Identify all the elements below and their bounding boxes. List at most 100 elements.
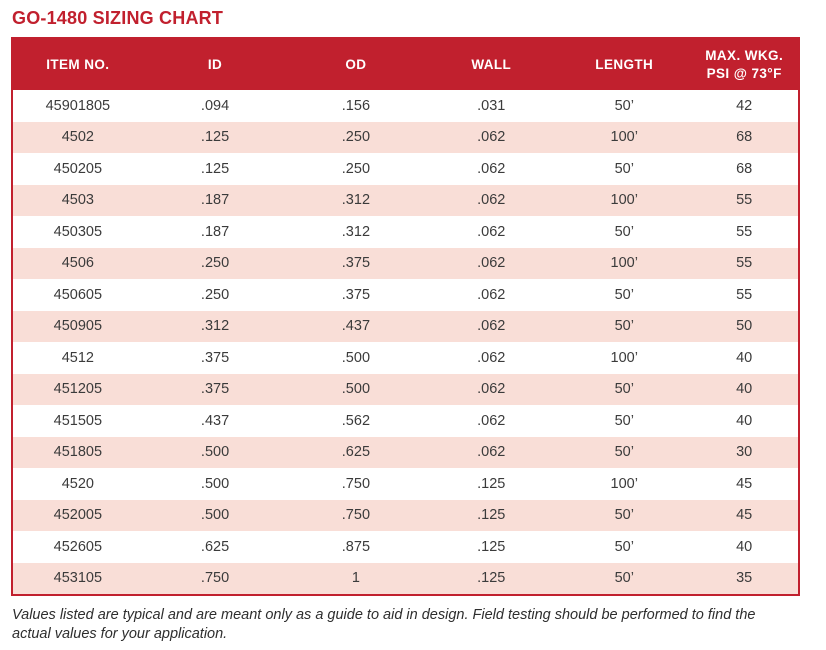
table-cell: 451205: [53, 381, 103, 398]
table-cell: 68: [736, 160, 753, 177]
table-cell: .062: [477, 129, 506, 146]
table-cell: 45: [736, 475, 753, 492]
table-cell: 100’: [610, 255, 638, 272]
table-cell: 68: [736, 129, 753, 146]
table-cell: 50’: [614, 412, 634, 429]
table-cell: 100’: [610, 129, 638, 146]
table-cell: .125: [477, 475, 506, 492]
table-cell: .125: [200, 129, 230, 146]
table-cell: .062: [477, 286, 506, 303]
table-row: 453105 .750 1 .125 50’ 35: [12, 562, 799, 595]
table-row: 4502 .125 .250 .062 100’ 68: [12, 121, 799, 153]
table-row: 451805 .500 .625 .062 50’ 30: [12, 436, 799, 468]
table-cell: .437: [341, 318, 371, 335]
table-cell: .125: [477, 570, 506, 587]
table-cell: .062: [477, 192, 506, 209]
table-cell: 450305: [53, 223, 103, 240]
table-row: 452005 .500 .750 .125 50’ 45: [12, 499, 799, 531]
table-cell: 4520: [61, 475, 94, 492]
table-cell: 40: [736, 412, 753, 429]
table-cell: 450205: [53, 160, 103, 177]
table-cell: 40: [736, 349, 753, 366]
table-cell: 450605: [53, 286, 103, 303]
table-cell: 453105: [53, 570, 103, 587]
page-title: GO-1480 SIZING CHART: [12, 8, 224, 28]
table-cell: 50’: [614, 160, 634, 177]
table-cell: .062: [477, 381, 506, 398]
table-cell: .062: [477, 318, 506, 335]
table-cell: 1: [351, 570, 360, 587]
table-cell: .125: [477, 538, 506, 555]
table-cell: .500: [341, 349, 371, 366]
table-row: 450605 .250 .375 .062 50’ 55: [12, 279, 799, 311]
table-cell: .125: [477, 507, 506, 524]
table-cell: 50’: [614, 381, 634, 398]
table-cell: 50’: [614, 538, 634, 555]
table-cell: .250: [200, 286, 230, 303]
table-row: 45901805 .094 .156 .031 50’ 42: [12, 90, 799, 122]
table-cell: 100’: [610, 349, 638, 366]
table-cell: .500: [200, 444, 230, 461]
table-cell: .062: [477, 223, 506, 240]
table-cell: 35: [736, 570, 753, 587]
table-cell: 50’: [614, 223, 634, 240]
table-cell: 451805: [53, 444, 103, 461]
table-cell: 42: [736, 97, 753, 114]
table-cell: 4503: [61, 192, 94, 209]
header-row: ITEM NO. ID OD WALL LENGTH MAX. WKG. PSI…: [12, 38, 799, 90]
table-cell: .250: [200, 255, 230, 272]
table-cell: 450905: [53, 318, 103, 335]
table-cell: .750: [200, 570, 230, 587]
table-cell: 50’: [614, 318, 634, 335]
footnote: Values listed are typical and are meant …: [12, 607, 756, 643]
table-cell: 451505: [53, 412, 103, 429]
table-cell: 100’: [610, 192, 638, 209]
table-body: 45901805 .094 .156 .031 50’ 42 4502 .125 .250 .06…: [12, 90, 799, 595]
table-cell: .375: [341, 286, 371, 303]
table-row: 4512 .375 .500 .062 100’ 40: [12, 342, 799, 374]
table-cell: 55: [736, 255, 753, 272]
table-cell: 30: [736, 444, 753, 461]
table-cell: 55: [736, 286, 753, 303]
table-cell: .187: [200, 223, 230, 240]
table-cell: 40: [736, 538, 753, 555]
table-row: 4520 .500 .750 .125 100’ 45: [12, 468, 799, 500]
table-cell: 452005: [53, 507, 103, 524]
table-cell: 452605: [53, 538, 103, 555]
table-cell: .375: [200, 349, 230, 366]
table-cell: .437: [200, 412, 230, 429]
table-cell: .375: [200, 381, 230, 398]
table-cell: .375: [341, 255, 371, 272]
table-row: 451505 .437 .562 .062 50’ 40: [12, 405, 799, 437]
table-cell: 4502: [61, 129, 94, 146]
table-cell: .312: [200, 318, 230, 335]
table-cell: 40: [736, 381, 753, 398]
table-cell: 45901805: [45, 97, 111, 114]
table-cell: .500: [200, 475, 230, 492]
table-cell: .062: [477, 349, 506, 366]
table-cell: .875: [341, 538, 371, 555]
table-cell: .250: [341, 160, 371, 177]
table-row: 4506 .250 .375 .062 100’ 55: [12, 247, 799, 279]
table-row: 452605 .625 .875 .125 50’ 40: [12, 531, 799, 563]
table-cell: .125: [200, 160, 230, 177]
table-cell: 50’: [614, 97, 634, 114]
table-cell: .625: [200, 538, 230, 555]
column-header-od: OD: [287, 38, 425, 90]
table-header: ITEM NO. ID OD WALL LENGTH MAX. WKG. PSI…: [12, 38, 799, 90]
table-cell: .625: [341, 444, 371, 461]
table-cell: 4506: [61, 255, 94, 272]
table-cell: 45: [736, 507, 753, 524]
table-cell: 100’: [610, 475, 638, 492]
table-cell: .500: [200, 507, 230, 524]
column-header-wall: WALL: [424, 38, 559, 90]
table-row: 450305 .187 .312 .062 50’ 55: [12, 216, 799, 248]
table-cell: 50’: [614, 570, 634, 587]
table-cell: .312: [341, 223, 371, 240]
column-header-item-no: ITEM NO.: [12, 38, 143, 90]
table-cell: 50: [736, 318, 753, 335]
table-cell: 50’: [614, 507, 634, 524]
table-cell: .031: [477, 97, 506, 114]
table-row: 451205 .375 .500 .062 50’ 40: [12, 373, 799, 405]
